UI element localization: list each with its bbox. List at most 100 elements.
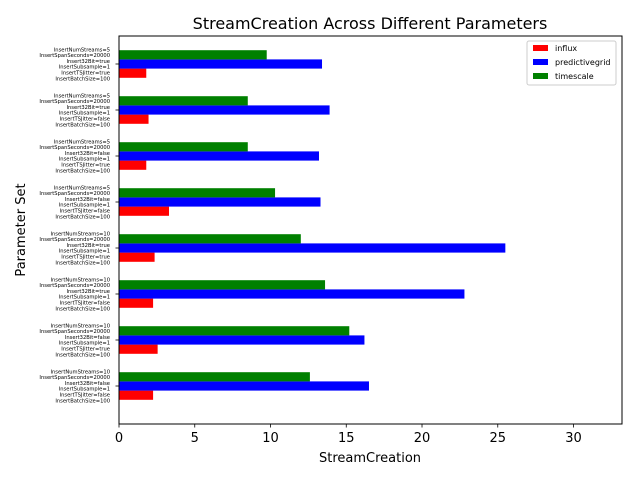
bar-influx-4 <box>119 206 169 216</box>
bar-influx-8 <box>119 390 154 400</box>
y-tick-label-2: InsertNumStreams=5InsertSpanSeconds=2000… <box>39 93 110 128</box>
y-tick-label-line: InsertSubsample=1 <box>59 387 110 393</box>
y-tick-label-line: InsertSpanSeconds=20000 <box>39 237 110 243</box>
y-tick-label-line: InsertNumStreams=10 <box>50 369 110 375</box>
bar-predictivegrid-6 <box>119 289 465 299</box>
legend-label-predictivegrid: predictivegrid <box>555 58 611 67</box>
y-tick-label-line: Insert32Bit=true <box>66 105 110 111</box>
y-tick-label-line: InsertTSJitter=true <box>61 255 110 261</box>
y-tick-label-line: InsertTSJitter=true <box>61 71 110 77</box>
y-tick-label-1: InsertNumStreams=5InsertSpanSeconds=2000… <box>39 47 110 82</box>
bar-predictivegrid-7 <box>119 335 365 345</box>
bar-predictivegrid-5 <box>119 243 506 253</box>
legend-swatch-influx <box>533 45 548 51</box>
y-tick-label-line: InsertBatchSize=100 <box>55 214 110 220</box>
x-tick-label-25: 25 <box>489 431 506 446</box>
y-tick-label-line: InsertBatchSize=100 <box>55 260 110 266</box>
y-tick-label-line: Insert32Bit=false <box>65 335 110 341</box>
y-tick-label-line: Insert32Bit=false <box>65 381 110 387</box>
legend-swatch-timescale <box>533 73 548 79</box>
y-tick-label-line: InsertNumStreams=10 <box>50 231 110 237</box>
bar-influx-7 <box>119 344 158 354</box>
x-tick-label-20: 20 <box>414 431 431 446</box>
legend-label-influx: influx <box>555 44 577 53</box>
y-tick-label-line: InsertSpanSeconds=20000 <box>39 53 110 59</box>
bar-predictivegrid-2 <box>119 105 330 115</box>
y-tick-label-6: InsertNumStreams=10InsertSpanSeconds=200… <box>39 277 110 312</box>
y-tick-label-line: InsertSpanSeconds=20000 <box>39 191 110 197</box>
y-tick-label-line: InsertTSJitter=false <box>60 209 110 215</box>
y-tick-label-line: InsertBatchSize=100 <box>55 76 110 82</box>
legend: influx predictivegrid timescale <box>526 40 617 86</box>
y-tick-label-line: InsertSubsample=1 <box>59 249 110 255</box>
y-tick-label-line: InsertSpanSeconds=20000 <box>39 375 110 381</box>
y-tick-label-line: InsertSpanSeconds=20000 <box>39 329 110 335</box>
y-axis-label: Parameter Set <box>14 183 29 276</box>
y-tick-label-line: InsertNumStreams=5 <box>54 93 110 99</box>
y-tick-label-7: InsertNumStreams=10InsertSpanSeconds=200… <box>39 323 110 358</box>
x-tick-label-5: 5 <box>191 431 199 446</box>
bar-influx-5 <box>119 252 155 262</box>
y-tick-label-line: InsertSubsample=1 <box>59 295 110 301</box>
y-tick-label-line: InsertSubsample=1 <box>59 111 110 117</box>
chart-title: StreamCreation Across Different Paramete… <box>193 14 548 33</box>
y-tick-label-line: InsertTSJitter=false <box>60 301 110 307</box>
y-tick-label-5: InsertNumStreams=10InsertSpanSeconds=200… <box>39 231 110 266</box>
x-tick-label-30: 30 <box>565 431 582 446</box>
bar-timescale-6 <box>119 280 326 290</box>
y-tick-label-line: InsertBatchSize=100 <box>55 168 110 174</box>
bar-influx-6 <box>119 298 154 308</box>
bar-timescale-8 <box>119 372 310 382</box>
y-tick-label-line: InsertTSJitter=true <box>61 347 110 353</box>
y-tick-label-line: InsertNumStreams=5 <box>54 47 110 53</box>
x-tick-label-10: 10 <box>262 431 279 446</box>
y-tick-label-line: InsertSubsample=1 <box>59 341 110 347</box>
y-tick-label-line: InsertTSJitter=false <box>60 117 110 123</box>
bar-timescale-5 <box>119 234 301 244</box>
y-tick-label-line: InsertBatchSize=100 <box>55 306 110 312</box>
y-tick-label-line: Insert32Bit=false <box>65 151 110 157</box>
y-tick-label-line: InsertSubsample=1 <box>59 157 110 163</box>
x-axis: 0 5 10 15 20 25 30 <box>115 424 582 446</box>
bar-influx-2 <box>119 114 149 124</box>
y-tick-label-line: InsertBatchSize=100 <box>55 122 110 128</box>
bar-predictivegrid-8 <box>119 381 369 391</box>
legend-swatch-predictivegrid <box>533 59 548 65</box>
bars-layer <box>119 50 506 400</box>
bar-timescale-7 <box>119 326 350 336</box>
y-tick-label-line: InsertNumStreams=5 <box>54 139 110 145</box>
bar-timescale-3 <box>119 142 248 152</box>
y-tick-label-line: Insert32Bit=true <box>66 243 110 249</box>
y-tick-labels: InsertNumStreams=5InsertSpanSeconds=2000… <box>39 47 119 404</box>
y-tick-label-line: InsertTSJitter=true <box>61 163 110 169</box>
y-tick-label-line: InsertBatchSize=100 <box>55 398 110 404</box>
y-tick-label-line: InsertSpanSeconds=20000 <box>39 145 110 151</box>
bar-influx-3 <box>119 160 147 170</box>
x-tick-label-0: 0 <box>115 431 123 446</box>
bar-predictivegrid-4 <box>119 197 321 207</box>
y-tick-label-line: InsertSpanSeconds=20000 <box>39 283 110 289</box>
y-tick-label-line: InsertSubsample=1 <box>59 65 110 71</box>
bar-timescale-1 <box>119 50 267 60</box>
y-tick-label-line: Insert32Bit=false <box>65 197 110 203</box>
bar-predictivegrid-1 <box>119 59 323 69</box>
y-tick-label-4: InsertNumStreams=5InsertSpanSeconds=2000… <box>39 185 110 220</box>
legend-box <box>526 40 617 86</box>
bar-timescale-2 <box>119 96 248 106</box>
y-tick-label-line: InsertNumStreams=10 <box>50 323 110 329</box>
y-tick-label-line: Insert32Bit=true <box>66 59 110 65</box>
y-tick-label-8: InsertNumStreams=10InsertSpanSeconds=200… <box>39 369 110 404</box>
y-tick-label-line: InsertSpanSeconds=20000 <box>39 99 110 105</box>
bar-timescale-4 <box>119 188 276 198</box>
y-tick-label-line: InsertSubsample=1 <box>59 203 110 209</box>
y-tick-label-line: InsertNumStreams=10 <box>50 277 110 283</box>
x-axis-label: StreamCreation <box>319 451 421 466</box>
bar-predictivegrid-3 <box>119 151 319 161</box>
y-tick-label-line: InsertTSJitter=false <box>60 393 110 399</box>
y-tick-label-line: Insert32Bit=true <box>66 289 110 295</box>
legend-label-timescale: timescale <box>555 72 594 81</box>
y-tick-label-line: InsertBatchSize=100 <box>55 352 110 358</box>
y-tick-label-line: InsertNumStreams=5 <box>54 185 110 191</box>
plot-frame <box>118 35 623 425</box>
